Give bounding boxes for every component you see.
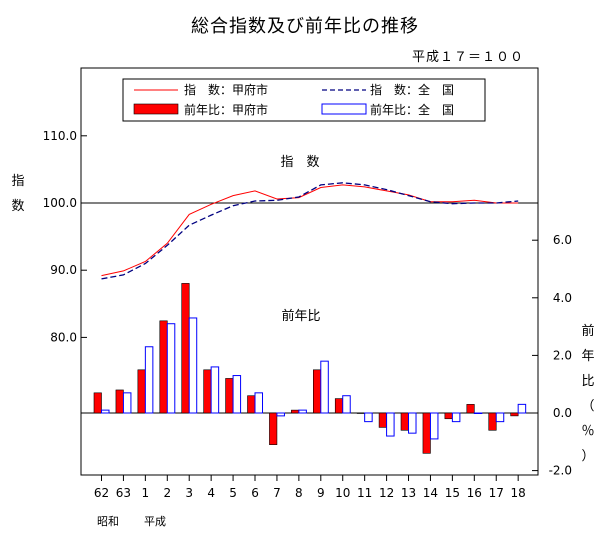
plot-frame bbox=[80, 67, 539, 476]
bar-kofu-yoy bbox=[400, 412, 409, 431]
x-tick-label: 14 bbox=[423, 486, 438, 500]
x-axis-ticks: 62 63 1 2 3 4 5 6 7 8 9 10 11 12 13 14 15 16 17 18 bbox=[94, 475, 526, 500]
bar-japan-yoy bbox=[144, 346, 154, 414]
right-tick-label: 6.0 bbox=[553, 233, 572, 247]
left-tick-label: 100.0 bbox=[43, 196, 77, 210]
left-tick-label: 80.0 bbox=[50, 330, 77, 344]
bar-kofu-yoy bbox=[159, 320, 168, 414]
legend-swatch-japan-yoy bbox=[321, 103, 367, 115]
right-axis-title: 前年比（％） bbox=[581, 323, 594, 464]
bar-kofu-yoy bbox=[269, 412, 278, 445]
bar-japan-yoy bbox=[276, 412, 285, 417]
legend: 指 数：甲府市 指 数：全 国 前年比：甲府市 前年比：全 国 bbox=[122, 78, 486, 122]
bar-japan-yoy bbox=[408, 412, 417, 434]
x-tick-label: 5 bbox=[229, 486, 237, 500]
legend-swatch-kofu-yoy bbox=[133, 103, 179, 115]
x-tick-label: 17 bbox=[489, 486, 504, 500]
right-axis-ticks: -2.0 0.0 2.0 4.0 6.0 bbox=[532, 233, 572, 478]
x-tick-label: 63 bbox=[116, 486, 131, 500]
left-axis-title: 指数 bbox=[11, 174, 24, 214]
legend-label-japan-yoy: 前年比：全 国 bbox=[370, 102, 454, 117]
x-tick-label: 11 bbox=[357, 486, 372, 500]
bar-japan-yoy bbox=[517, 403, 527, 414]
x-tick-label: 13 bbox=[401, 486, 416, 500]
right-tick-label: 4.0 bbox=[553, 291, 572, 305]
right-tick-label: -2.0 bbox=[549, 464, 572, 478]
era-label-heisei: 平成 bbox=[144, 515, 166, 528]
legend-label-japan-index: 指 数：全 国 bbox=[370, 82, 454, 97]
x-tick-label: 62 bbox=[94, 486, 109, 500]
x-tick-label: 3 bbox=[185, 486, 193, 500]
bar-kofu-yoy bbox=[488, 412, 497, 431]
bar-japan-yoy bbox=[451, 412, 461, 423]
legend-label-kofu-index: 指 数：甲府市 bbox=[184, 82, 268, 97]
yoy-bars bbox=[93, 283, 527, 454]
bar-kofu-yoy bbox=[137, 369, 146, 414]
bar-kofu-yoy bbox=[312, 369, 322, 414]
bar-kofu-yoy bbox=[247, 395, 256, 414]
bar-japan-yoy bbox=[232, 375, 242, 414]
x-tick-label: 6 bbox=[251, 486, 259, 500]
x-tick-label: 12 bbox=[379, 486, 394, 500]
bar-japan-yoy bbox=[254, 392, 264, 414]
bar-kofu-yoy bbox=[510, 412, 519, 417]
bar-kofu-yoy bbox=[334, 398, 344, 414]
bar-kofu-yoy bbox=[422, 412, 431, 454]
right-tick-label: 0.0 bbox=[553, 406, 572, 420]
era-label-showa: 昭和 bbox=[97, 515, 119, 528]
annotation-index: 指 数 bbox=[280, 155, 319, 170]
bar-kofu-yoy bbox=[466, 404, 475, 414]
x-tick-label: 10 bbox=[335, 486, 350, 500]
bar-kofu-yoy bbox=[181, 283, 190, 414]
left-axis-ticks: 80.0 90.0 100.0 110.0 bbox=[43, 129, 87, 344]
bar-kofu-yoy bbox=[378, 412, 387, 428]
bar-japan-yoy bbox=[122, 392, 132, 414]
bar-japan-yoy bbox=[298, 409, 307, 414]
bar-japan-yoy bbox=[188, 317, 198, 414]
x-tick-label: 15 bbox=[445, 486, 460, 500]
bar-japan-yoy bbox=[495, 412, 505, 423]
bar-kofu-yoy bbox=[203, 369, 212, 414]
legend-label-kofu-yoy: 前年比：甲府市 bbox=[184, 102, 268, 117]
line-kofu-index bbox=[101, 184, 519, 277]
x-tick-label: 7 bbox=[273, 486, 281, 500]
legend-box bbox=[122, 78, 486, 122]
bar-kofu-yoy bbox=[444, 412, 453, 420]
bar-japan-yoy bbox=[364, 412, 373, 423]
bar-kofu-yoy bbox=[356, 412, 365, 414]
index-lines bbox=[101, 182, 519, 280]
base-year-note: 平成１７＝１００ bbox=[411, 50, 524, 65]
bar-japan-yoy bbox=[386, 412, 395, 437]
bar-kofu-yoy bbox=[225, 378, 234, 414]
x-tick-label: 9 bbox=[317, 486, 325, 500]
annotation-yoy: 前年比 bbox=[281, 308, 320, 324]
x-tick-label: 8 bbox=[295, 486, 303, 500]
bar-japan-yoy bbox=[342, 395, 351, 414]
chart-title: 総合指数及び前年比の推移 bbox=[191, 16, 419, 37]
left-tick-label: 110.0 bbox=[43, 129, 77, 143]
x-tick-label: 18 bbox=[511, 486, 526, 500]
bar-kofu-yoy bbox=[115, 389, 124, 414]
bar-kofu-yoy bbox=[291, 409, 300, 414]
bar-japan-yoy bbox=[101, 409, 110, 414]
x-tick-label: 2 bbox=[163, 486, 171, 500]
right-tick-label: 2.0 bbox=[553, 348, 572, 362]
bar-japan-yoy bbox=[473, 412, 483, 414]
bar-japan-yoy bbox=[166, 323, 176, 414]
x-tick-label: 16 bbox=[467, 486, 482, 500]
left-tick-label: 90.0 bbox=[50, 263, 77, 277]
bar-japan-yoy bbox=[320, 360, 329, 414]
bar-kofu-yoy bbox=[93, 392, 102, 414]
x-tick-label: 4 bbox=[207, 486, 215, 500]
x-tick-label: 1 bbox=[142, 486, 150, 500]
bar-japan-yoy bbox=[429, 412, 439, 440]
line-japan-index bbox=[101, 182, 519, 280]
bar-japan-yoy bbox=[210, 366, 220, 414]
